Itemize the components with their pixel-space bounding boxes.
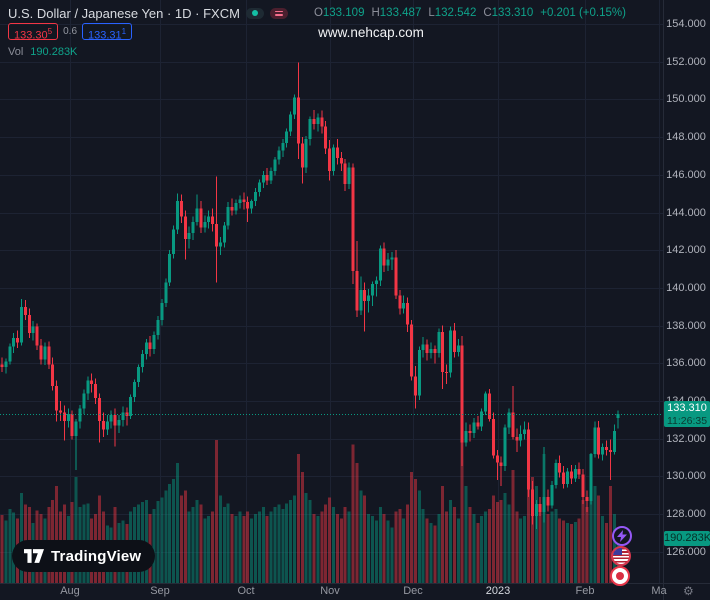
price-tick-label: 138.000 xyxy=(666,319,706,332)
price-tick-label: 132.000 xyxy=(666,432,706,445)
high-value: 133.487 xyxy=(379,7,422,19)
us-flag-icon[interactable] xyxy=(611,546,631,566)
tradingview-logo[interactable]: TradingView xyxy=(12,540,156,572)
price-axis-separator xyxy=(663,0,664,600)
price-tick-label: 140.000 xyxy=(666,281,706,294)
time-axis-separator xyxy=(0,583,710,584)
lightning-bolt-icon[interactable] xyxy=(612,526,632,546)
time-tick-label: Dec xyxy=(403,585,423,597)
change-percent: (+0.15%) xyxy=(578,7,626,19)
time-tick-label: Aug xyxy=(60,585,80,597)
price-tick-label: 146.000 xyxy=(666,168,706,181)
tradingview-glyph-icon xyxy=(24,549,44,563)
price-tick-label: 128.000 xyxy=(666,508,706,521)
data-delay-badge-icon[interactable] xyxy=(269,7,288,19)
time-tick-label: Ma xyxy=(651,585,667,597)
market-status-live-icon[interactable] xyxy=(245,7,264,19)
buy-ask-button[interactable]: 133.311 xyxy=(82,23,133,42)
axis-settings-gear-icon[interactable]: ⚙ xyxy=(683,584,694,598)
watermark-text: www.nehcap.com xyxy=(318,25,424,40)
volume-label: Vol xyxy=(8,46,24,58)
low-value: 132.542 xyxy=(434,7,477,19)
open-value: 133.109 xyxy=(322,7,365,19)
price-tick-label: 154.000 xyxy=(666,17,706,30)
price-axis[interactable]: 154.000 152.000 150.000 148.000 146.000 144.0… xyxy=(664,0,710,583)
bid-ask-row: 133.305 0.6 133.311 xyxy=(8,23,133,42)
spread-value: 0.6 xyxy=(63,26,78,37)
ohlc-values: O133.109 H133.487 L132.542 C133.310 +0.201 (… xyxy=(314,7,626,19)
chart-legend: U.S. Dollar / Japanese Yen · 1D · FXCM O… xyxy=(8,5,626,21)
open-label: O xyxy=(313,7,323,19)
low-label: L xyxy=(428,7,435,19)
price-tick-label: 142.000 xyxy=(666,244,706,257)
close-label: C xyxy=(483,7,492,19)
change-value: +0.201 xyxy=(540,7,576,19)
time-tick-label: Oct xyxy=(237,585,255,597)
price-tick-label: 148.000 xyxy=(666,131,706,144)
japan-flag-icon[interactable] xyxy=(610,566,630,586)
time-tick-label: Sep xyxy=(150,585,170,597)
time-axis[interactable]: Aug Sep Oct Nov Dec 2023 Feb Ma xyxy=(0,584,710,600)
symbol-title[interactable]: U.S. Dollar / Japanese Yen · 1D · FXCM xyxy=(8,5,240,21)
current-price-tag: 133.310 11:26:35 xyxy=(664,401,710,428)
volume-legend: Vol 190.283K xyxy=(8,46,77,58)
candlestick-chart[interactable] xyxy=(0,0,663,583)
sell-bid-button[interactable]: 133.305 xyxy=(8,23,59,42)
price-tick-label: 130.000 xyxy=(666,470,706,483)
close-value: 133.310 xyxy=(491,7,534,19)
time-tick-label: Feb xyxy=(575,585,595,597)
price-tick-label: 144.000 xyxy=(666,206,706,219)
volume-axis-tag: 190.283K xyxy=(664,531,710,547)
time-tick-label: Nov xyxy=(320,585,340,597)
price-tick-label: 152.000 xyxy=(666,55,706,68)
bar-countdown: 11:26:35 xyxy=(664,415,710,428)
price-tick-label: 136.000 xyxy=(666,357,706,370)
tradingview-logo-text: TradingView xyxy=(51,547,142,565)
price-tick-label: 126.000 xyxy=(666,545,706,558)
price-tick-label: 150.000 xyxy=(666,93,706,106)
time-tick-label: 2023 xyxy=(485,585,511,597)
current-price-value: 133.310 xyxy=(664,401,710,416)
high-label: H xyxy=(371,7,380,19)
volume-value: 190.283K xyxy=(30,46,78,58)
